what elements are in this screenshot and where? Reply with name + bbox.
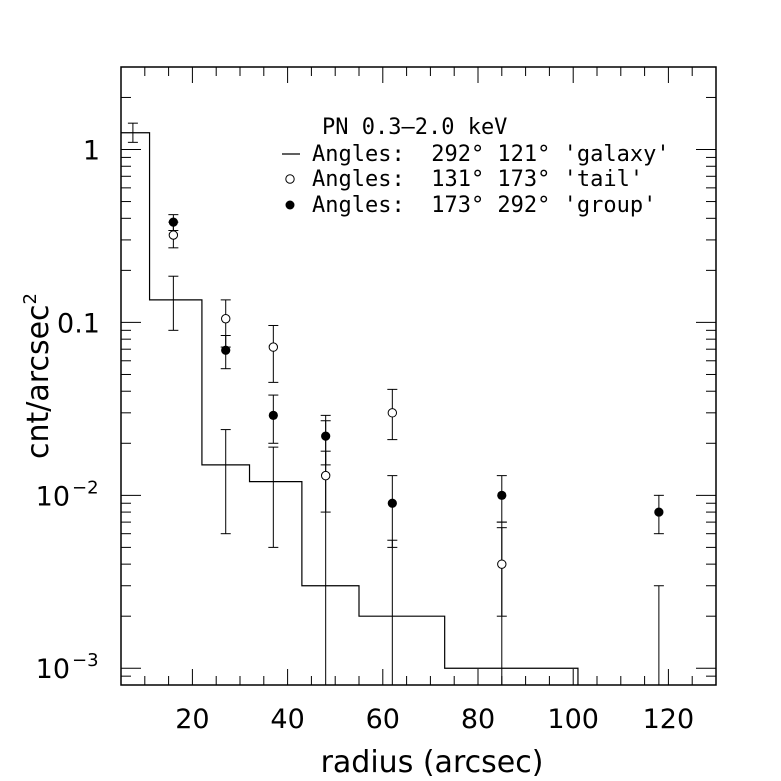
x-tick-label: 60 <box>366 704 400 735</box>
tail-point <box>221 314 231 324</box>
group-point <box>168 217 178 227</box>
plot-frame <box>120 66 717 686</box>
tail-point <box>320 470 331 481</box>
x-axis-label: radius (arcsec) <box>321 745 544 780</box>
tail-point <box>497 559 507 569</box>
tail-point <box>268 342 279 352</box>
y-tick-label: 1 <box>83 136 100 167</box>
x-tick-label: 80 <box>461 704 495 735</box>
axis-ticks <box>121 66 716 686</box>
tail-point <box>168 230 179 240</box>
galaxy-histogram <box>121 132 579 685</box>
legend-filled-circle-marker <box>285 200 295 210</box>
galaxy-step-line <box>121 132 579 685</box>
y-tick-label: 0.1 <box>57 308 100 339</box>
y-tick-label: 10 <box>36 654 70 685</box>
chart-title: PN 0.3–2.0 keV <box>322 115 507 140</box>
group-point <box>654 507 664 517</box>
group-point <box>221 345 231 355</box>
y-axis-label: cnt/arcsec2 <box>20 293 56 459</box>
x-tick-label: 100 <box>547 704 599 735</box>
y-tick-label-exponent: −3 <box>72 650 99 671</box>
group-point <box>387 498 397 508</box>
tail-point <box>387 408 398 418</box>
legend-open-circle-marker <box>285 174 295 184</box>
y-axis-label-exponent: 2 <box>20 293 41 304</box>
x-tick-label: 40 <box>270 704 304 735</box>
error-bars <box>127 122 664 685</box>
x-tick-label: 20 <box>175 704 209 735</box>
y-tick-label-exponent: −2 <box>72 477 99 498</box>
group-point <box>268 410 278 420</box>
legend-entry-galaxy: Angles: 292° 121° 'galaxy' <box>312 142 670 167</box>
group-point <box>497 490 507 500</box>
group-point <box>321 431 331 441</box>
x-tick-label: 120 <box>643 704 695 735</box>
legend-entry-tail: Angles: 131° 173° 'tail' <box>312 167 643 192</box>
legend-entry-group: Angles: 173° 292° 'group' <box>312 193 656 218</box>
y-axis-label-group: cnt/arcsec2 <box>20 293 56 459</box>
y-tick-label: 10 <box>36 481 70 512</box>
legend: PN 0.3–2.0 keV Angles: 292° 121° 'galaxy… <box>282 115 670 218</box>
data-markers <box>168 217 664 569</box>
